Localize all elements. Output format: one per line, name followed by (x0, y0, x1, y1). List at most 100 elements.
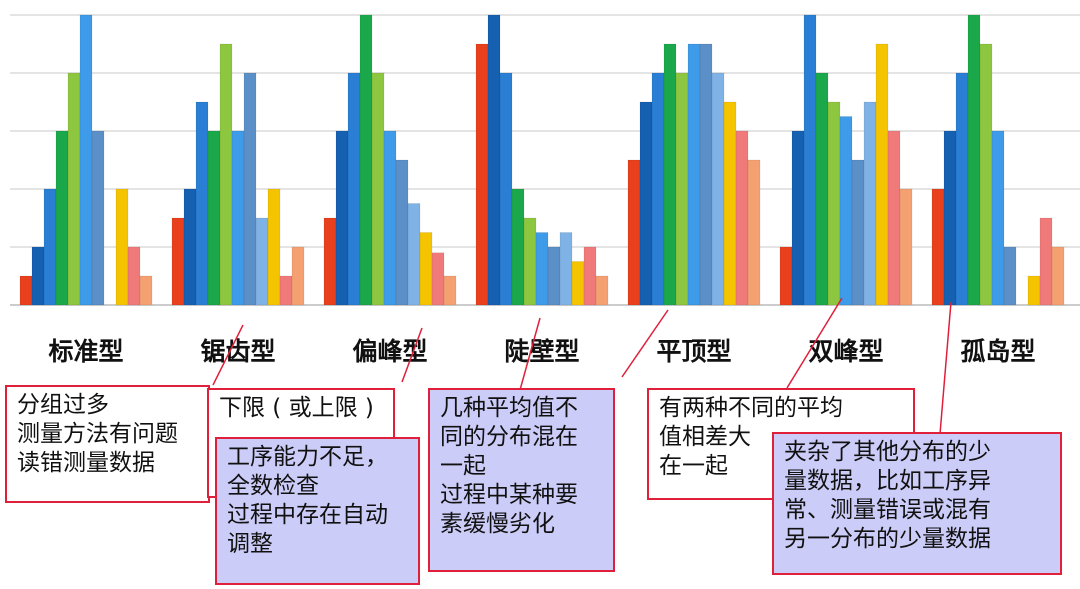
bar (499, 72, 513, 306)
bar (943, 130, 957, 306)
annotation-line: 常、测量错误或混有 (784, 497, 991, 523)
bar (511, 188, 525, 306)
pointers (212, 297, 952, 435)
annotation-line: 工序能力不足， (227, 444, 388, 470)
bar (863, 101, 877, 306)
bar (827, 101, 841, 306)
annotation-box: 夹杂了其他分布的少 量数据，比如工序异 常、测量错误或混有 另一分布的少量数据 (772, 432, 1062, 575)
annotation-line: 测量方法有问题 (17, 421, 178, 447)
bar (931, 188, 945, 306)
x-tick-label: 锯齿型 (200, 337, 275, 366)
bar (559, 232, 573, 306)
bar (1051, 246, 1065, 306)
pointer (519, 317, 541, 391)
bar (19, 275, 33, 306)
annotation-line: 全数检查 (227, 473, 319, 499)
x-tick-label: 双峰型 (808, 337, 883, 366)
bar (115, 188, 129, 306)
annotation-line: 读错测量数据 (17, 450, 155, 476)
pointer (786, 297, 843, 389)
bar (699, 43, 713, 306)
bar (979, 43, 993, 306)
bar (851, 159, 865, 306)
bar (711, 72, 725, 306)
bar (1039, 217, 1053, 306)
x-tick-label: 标准型 (48, 337, 123, 366)
bar (875, 43, 889, 306)
bar (91, 130, 105, 306)
bar (171, 217, 185, 306)
annotation-line: 过程中存在自动 (227, 502, 388, 528)
x-tick-label: 平顶型 (656, 337, 731, 366)
bar (899, 188, 913, 306)
bar (347, 72, 361, 306)
bar (267, 188, 281, 306)
bar (523, 217, 537, 306)
bar (583, 246, 597, 306)
bar (195, 101, 209, 306)
annotation-line: 有两种不同的平均 (659, 395, 843, 421)
bar (675, 72, 689, 306)
annotation-line: 分组过多 (17, 392, 109, 418)
bar (67, 72, 81, 306)
annotation-line: 过程中某种要 (440, 482, 578, 508)
bar (43, 188, 57, 306)
bar (779, 246, 793, 306)
bar (651, 72, 665, 306)
bar (735, 130, 749, 306)
bar (815, 72, 829, 306)
bar (1027, 275, 1041, 306)
annotation-line: 几种平均值不 (440, 395, 578, 421)
pointer (939, 301, 952, 435)
bar (723, 101, 737, 306)
plot: 标准型 锯齿型 偏峰型 陡壁型 平顶型 双峰型 孤岛型 (10, 14, 1080, 366)
annotation-line: 值相差大 (659, 424, 751, 450)
bar (231, 130, 245, 306)
annotation-line: 夹杂了其他分布的少 (784, 439, 991, 465)
bar (887, 130, 901, 306)
bar (383, 130, 397, 306)
annotation-line: 下限 ( 或上限 ) (219, 395, 374, 421)
bar (535, 232, 549, 306)
bar (335, 130, 349, 306)
bar (839, 116, 853, 306)
bar (323, 217, 337, 306)
annotation-line: 调整 (227, 531, 273, 557)
bar (55, 130, 69, 306)
annotation-line: 在一起 (659, 453, 728, 479)
pointer (212, 324, 244, 386)
x-tick-label: 偏峰型 (352, 337, 427, 366)
annotation-line: 素缓慢劣化 (440, 511, 555, 537)
bar (639, 101, 653, 306)
bar (183, 188, 197, 306)
bar (443, 275, 457, 306)
bar (803, 14, 817, 306)
annotation-line: 同的分布混在 (440, 424, 578, 450)
annotation-box: 分组过多测量方法有问题 读错测量数据 (5, 385, 210, 503)
bar (627, 159, 641, 306)
pointer (621, 309, 669, 378)
annotation-line: 另一分布的少量数据 (784, 526, 991, 552)
annotation-line: 一起 (440, 453, 486, 479)
bar (663, 43, 677, 306)
bar (359, 14, 373, 306)
bar (1003, 246, 1017, 306)
bar (255, 217, 269, 306)
bar (547, 246, 561, 306)
annotation-box: 工序能力不足， 全数检查过程中存在自动 调整 (215, 437, 420, 585)
x-tick-label: 陡壁型 (504, 337, 579, 366)
x-tick-label: 孤岛型 (960, 337, 1035, 366)
bar (487, 14, 501, 306)
annotation-line: 量数据，比如工序异 (784, 468, 991, 494)
bar (243, 72, 257, 306)
bar (127, 246, 141, 306)
bar (595, 275, 609, 306)
bar (747, 159, 761, 306)
pointer (401, 327, 423, 383)
bar (991, 130, 1005, 306)
bar (967, 14, 981, 306)
bar (687, 43, 701, 306)
bar (207, 130, 221, 306)
bar (291, 246, 305, 306)
